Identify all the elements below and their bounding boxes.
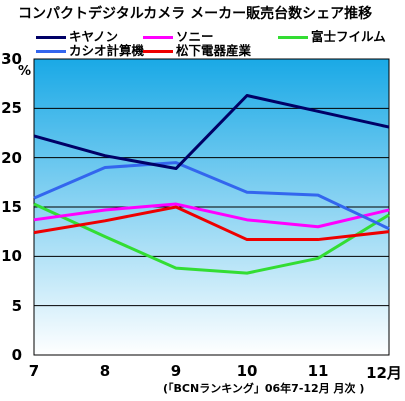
legend-item-panasonic: 松下電器産業 xyxy=(143,40,251,59)
legend-swatch xyxy=(36,50,66,53)
x-tick-label: 10 xyxy=(236,362,258,380)
y-tick-label: 30 xyxy=(1,50,22,68)
y-tick-label: 0 xyxy=(11,346,22,364)
legend-swatch xyxy=(143,36,173,39)
series-line-sony xyxy=(33,202,390,229)
legend-item-sony: ソニー xyxy=(143,26,214,45)
series-line-casio xyxy=(33,161,390,231)
y-axis-unit: % xyxy=(18,64,32,79)
chart-title: コンパクトデジタルカメラ メーカー販売台数シェア推移 xyxy=(18,6,373,22)
x-tick-label: 11 xyxy=(307,362,329,380)
y-tick-label: 15 xyxy=(1,198,22,216)
legend-label: 富士フイルム xyxy=(311,29,386,44)
y-tick-label: 20 xyxy=(1,148,22,167)
y-tick-label: 5 xyxy=(11,296,22,315)
legend-label: ソニー xyxy=(176,29,214,44)
y-tick-label: 25 xyxy=(1,99,22,118)
series-line-fujifilm xyxy=(33,202,390,275)
legend-item-canon: キヤノン xyxy=(36,26,118,45)
x-tick-label: 12月 xyxy=(366,364,402,382)
legend-swatch xyxy=(36,36,66,39)
legend-label: キヤノン xyxy=(69,29,119,44)
series-line-canon xyxy=(33,94,390,171)
legend-swatch xyxy=(278,36,308,39)
x-tick-label: 9 xyxy=(170,362,182,380)
legend-item-casio: カシオ計算機 xyxy=(36,40,144,59)
x-axis-note: (「BCNランキング」06年7-12月 月次 ) xyxy=(163,382,365,395)
legend-label: 松下電器産業 xyxy=(176,43,252,58)
legend-label: カシオ計算機 xyxy=(69,43,145,58)
legend-swatch xyxy=(143,50,173,53)
y-tick-label: 10 xyxy=(1,247,22,266)
legend-item-fujifilm: 富士フイルム xyxy=(278,26,386,45)
x-tick-label: 8 xyxy=(99,362,111,380)
gridlines xyxy=(34,107,389,307)
series-lines xyxy=(33,94,390,275)
series-line-panasonic xyxy=(33,205,390,242)
x-tick-label: 7 xyxy=(28,362,40,380)
